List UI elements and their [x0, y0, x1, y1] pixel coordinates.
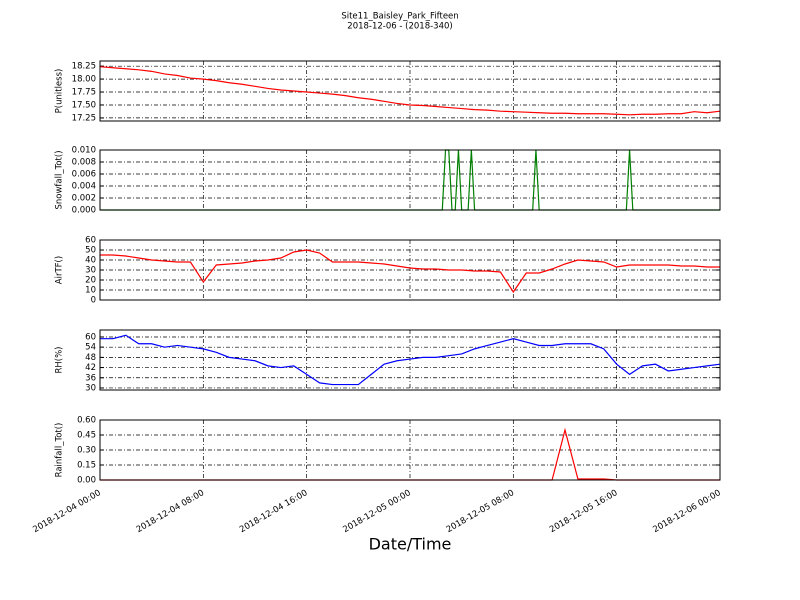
- x-tick-label: 2018-12-05 16:00: [548, 488, 619, 535]
- x-axis-title: Date/Time: [369, 535, 452, 554]
- y-tick-label: 18.25: [72, 62, 96, 72]
- y-tick-label: 30: [85, 266, 96, 276]
- y-tick-label: 0.00: [77, 476, 96, 486]
- x-tick-label: 2018-12-04 08:00: [135, 488, 206, 535]
- x-tick-label: 2018-12-04 00:00: [31, 488, 102, 535]
- y-tick-label: 0.010: [72, 146, 96, 156]
- y-tick-label: 0: [91, 296, 96, 306]
- y-tick-label: 0.006: [72, 170, 96, 180]
- y-tick-label: 0.004: [72, 182, 96, 192]
- y-tick-label: 17.25: [72, 113, 96, 123]
- y-tick-label: 10: [85, 286, 96, 296]
- y-tick-label: 0.45: [77, 431, 96, 441]
- y-tick-label: 0.000: [72, 206, 96, 216]
- data-line: [100, 427, 720, 481]
- y-axis-title: P(unitless): [55, 69, 65, 114]
- y-tick-label: 0.008: [72, 158, 96, 168]
- y-axis-title: RH(%): [55, 346, 65, 373]
- y-tick-label: 18.00: [72, 75, 96, 85]
- y-tick-label: 17.75: [72, 88, 96, 98]
- x-tick-label: 2018-12-06 00:00: [651, 488, 722, 535]
- y-tick-label: 48: [85, 353, 96, 363]
- y-tick-label: 42: [85, 363, 96, 373]
- data-line: [100, 334, 721, 386]
- y-tick-label: 36: [85, 373, 96, 383]
- axes-frame: [99, 239, 721, 301]
- axes-frame: [99, 419, 721, 481]
- y-tick-label: 30: [85, 383, 96, 393]
- y-tick-label: 54: [85, 343, 96, 353]
- axes-frame: [99, 329, 721, 391]
- y-tick-label: 60: [85, 332, 96, 342]
- chart-subtitle: 2018-12-06 - (2018-340): [347, 22, 452, 32]
- chart-title: Site11_Baisley_Park_Fifteen: [341, 12, 458, 22]
- y-tick-label: 0.30: [77, 446, 96, 456]
- x-tick-label: 2018-12-05 00:00: [341, 488, 412, 535]
- y-tick-label: 60: [85, 236, 96, 246]
- y-tick-label: 40: [85, 256, 96, 266]
- data-line: [99, 66, 721, 116]
- y-tick-label: 20: [85, 276, 96, 286]
- y-tick-label: 0.15: [77, 461, 96, 471]
- y-axis-title: Rainfall_Tot(): [55, 423, 65, 478]
- y-tick-label: 0.002: [72, 194, 96, 204]
- y-axis-title: AirTF(): [55, 256, 65, 284]
- data-line: [100, 249, 720, 294]
- y-tick-label: 17.50: [72, 100, 96, 110]
- x-tick-label: 2018-12-05 08:00: [445, 488, 516, 535]
- axes-frame: [99, 149, 721, 211]
- axes-frame: [99, 60, 721, 122]
- y-axis-title: Snowfall_Tot(): [55, 150, 65, 209]
- x-tick-label: 2018-12-04 16:00: [238, 488, 309, 535]
- y-tick-label: 0.60: [77, 416, 96, 426]
- y-tick-label: 50: [85, 246, 96, 256]
